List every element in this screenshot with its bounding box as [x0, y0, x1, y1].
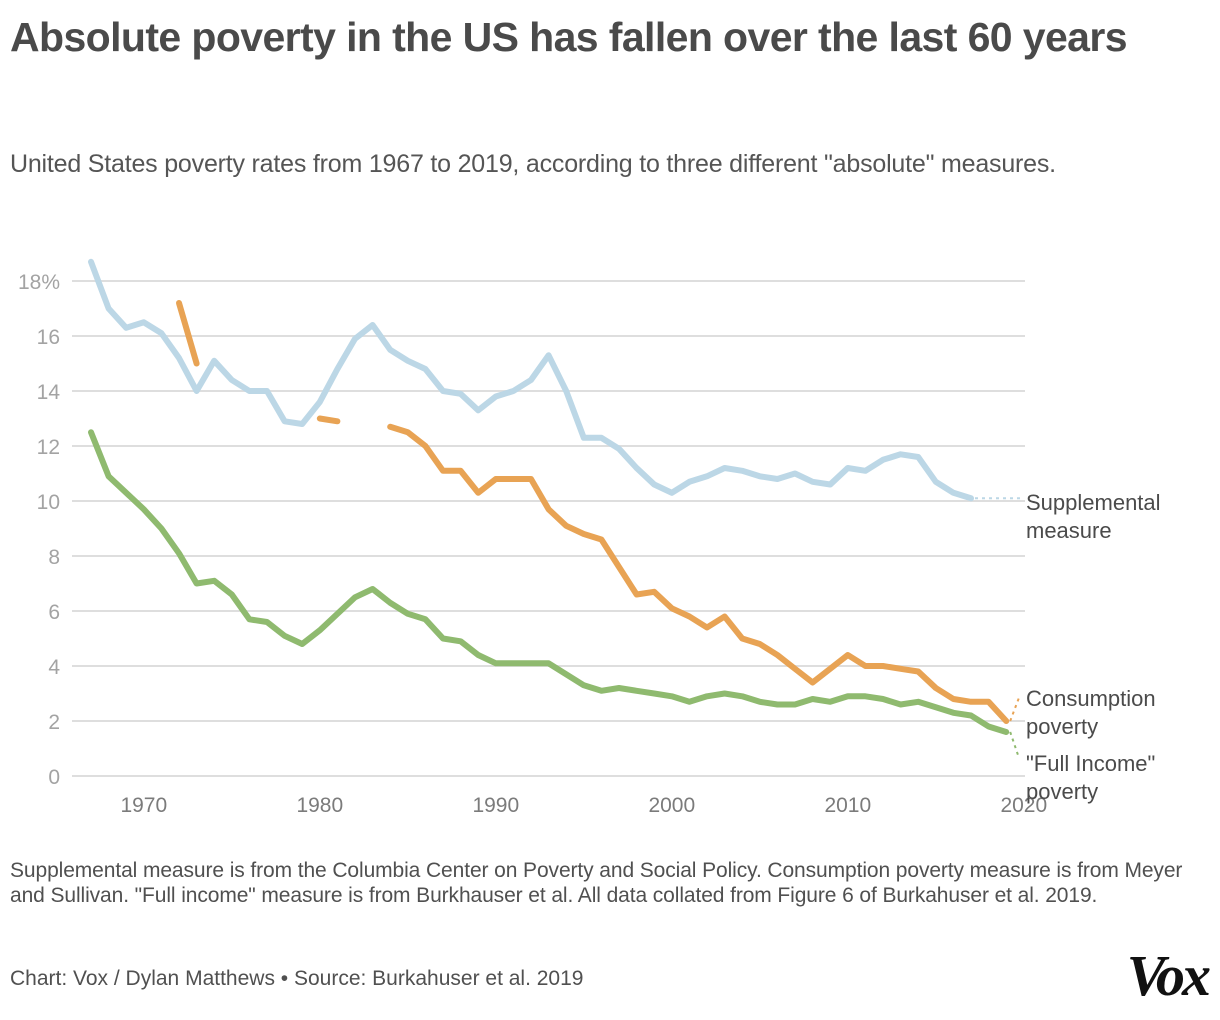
- y-tick-label: 16: [37, 326, 60, 349]
- gridlines: [72, 280, 1025, 777]
- y-tick-label: 8: [48, 546, 60, 569]
- y-tick-label: 12: [37, 436, 60, 459]
- series-label-line: Supplemental: [1026, 490, 1161, 515]
- y-tick-label: 14: [37, 381, 61, 404]
- y-tick-label: 2: [48, 711, 60, 734]
- x-tick-label: 2000: [648, 794, 695, 817]
- leader-line-full-income-poverty: [1009, 731, 1020, 759]
- x-tick-label: 1990: [472, 794, 519, 817]
- series-label-line: Consumption: [1026, 686, 1156, 711]
- x-tick-label: 2010: [824, 794, 871, 817]
- series-label-line: "Full Income": [1026, 751, 1155, 776]
- x-tick-label: 1980: [296, 794, 343, 817]
- series-label-line: poverty: [1026, 779, 1098, 804]
- y-tick-label: 6: [48, 601, 60, 624]
- leader-line-consumption-poverty: [1009, 694, 1021, 722]
- y-tick-label: 0: [48, 766, 60, 789]
- x-axis-ticks: 1970 1980 1990 2000 2010 2020: [120, 794, 1047, 817]
- y-tick-label: 10: [37, 491, 60, 514]
- series-line-consumption-poverty: [316, 415, 341, 425]
- series-label-consumption-poverty: Consumption poverty: [1026, 686, 1156, 739]
- series-line-full-income-poverty: [88, 429, 1010, 735]
- y-tick-label: 4: [48, 656, 60, 679]
- series-line-consumption-poverty: [176, 300, 200, 367]
- chart-title: Absolute poverty in the US has fallen ov…: [10, 14, 1128, 60]
- x-tick-label: 1970: [120, 794, 167, 817]
- series-label-line: poverty: [1026, 714, 1098, 739]
- chart-subtitle: United States poverty rates from 1967 to…: [10, 150, 1056, 178]
- series-label-line: measure: [1026, 518, 1112, 543]
- y-axis-ticks: 0 2 4 6 8 10 12 14 16 18%: [18, 271, 60, 789]
- x-tick-label: 2020: [1000, 794, 1047, 817]
- series-line-supplemental-measure: [88, 258, 974, 502]
- y-tick-label: 18%: [18, 271, 60, 294]
- series-label-full-income-poverty: "Full Income" poverty: [1026, 751, 1155, 804]
- chart-credit: Chart: Vox / Dylan Matthews • Source: Bu…: [10, 967, 584, 990]
- vox-logo: Vox: [1126, 943, 1211, 1008]
- series-line-consumption-poverty: [387, 423, 1010, 724]
- line-chart: 0 2 4 6 8 10 12 14 16 18% 1970 1980 1990 2000 2010 202…: [18, 258, 1161, 817]
- source-note: Supplemental measure is from the Columbi…: [10, 859, 1183, 907]
- series-label-supplemental-measure: Supplemental measure: [1026, 490, 1161, 543]
- series-lines: [88, 258, 1021, 759]
